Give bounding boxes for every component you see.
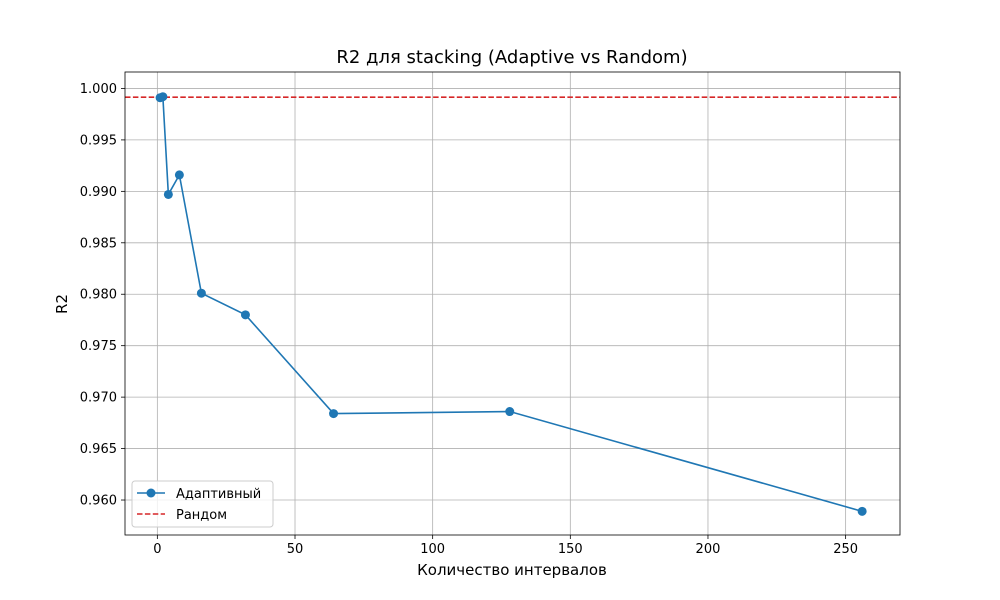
y-tick-label: 0.970 [80, 391, 117, 406]
series-adaptive-point [857, 506, 867, 516]
x-tick-label: 0 [153, 542, 161, 557]
series-adaptive-point [163, 189, 173, 199]
x-tick-label: 150 [558, 542, 583, 557]
x-tick-label: 50 [287, 542, 304, 557]
plot-frame [124, 71, 901, 536]
x-axis-label: Количество интервалов [417, 561, 607, 579]
y-tick-label: 0.990 [80, 185, 117, 200]
legend: Адаптивный Рандом [131, 480, 274, 528]
series-adaptive-point [158, 92, 168, 102]
series-adaptive-point [505, 407, 515, 417]
series-adaptive-point [174, 170, 184, 180]
series-adaptive-point [196, 288, 206, 298]
y-tick-label: 0.985 [80, 236, 117, 251]
y-tick-label: 0.995 [80, 133, 117, 148]
y-tick-label: 0.960 [80, 494, 117, 509]
x-tick-label: 200 [696, 542, 721, 557]
y-tick-label: 1.000 [80, 82, 117, 97]
series-adaptive-point [329, 409, 339, 419]
legend-box [131, 480, 274, 528]
y-axis-label: R2 [53, 294, 71, 314]
series-layer [125, 92, 900, 516]
y-tick-label: 0.965 [80, 442, 117, 457]
x-tick-label: 250 [833, 542, 858, 557]
series-adaptive-point [240, 310, 250, 320]
ticks: 0 50 100 150 200 250 0.960 0.965 0.970 0.975 0.980… [80, 82, 858, 557]
y-tick-label: 0.975 [80, 339, 117, 354]
legend-label-random: Рандом [176, 508, 227, 523]
legend-label-adaptive: Адаптивный [176, 487, 261, 502]
grid [125, 72, 900, 535]
legend-marker-adaptive [146, 488, 156, 498]
x-tick-label: 100 [420, 542, 445, 557]
y-tick-label: 0.980 [80, 288, 117, 303]
chart-title: R2 для stacking (Adaptive vs Random) [336, 47, 687, 68]
